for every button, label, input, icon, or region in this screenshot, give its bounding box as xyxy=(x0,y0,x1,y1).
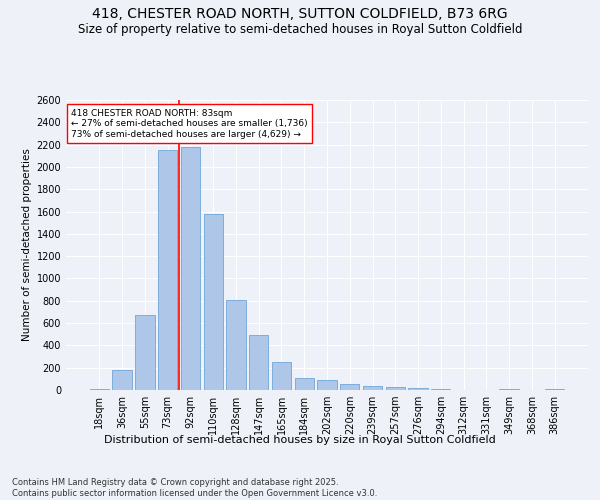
Bar xyxy=(249,336,268,390)
Bar xyxy=(386,386,405,390)
Text: Size of property relative to semi-detached houses in Royal Sutton Coldfield: Size of property relative to semi-detach… xyxy=(78,22,522,36)
Bar xyxy=(90,389,109,390)
Bar xyxy=(181,148,200,390)
Bar xyxy=(363,386,382,390)
Bar xyxy=(158,150,178,390)
Text: Contains HM Land Registry data © Crown copyright and database right 2025.
Contai: Contains HM Land Registry data © Crown c… xyxy=(12,478,377,498)
Text: Distribution of semi-detached houses by size in Royal Sutton Coldfield: Distribution of semi-detached houses by … xyxy=(104,435,496,445)
Bar xyxy=(226,300,245,390)
Text: 418 CHESTER ROAD NORTH: 83sqm
← 27% of semi-detached houses are smaller (1,736)
: 418 CHESTER ROAD NORTH: 83sqm ← 27% of s… xyxy=(71,108,308,138)
Bar xyxy=(340,384,359,390)
Bar xyxy=(409,388,428,390)
Bar xyxy=(317,380,337,390)
Bar xyxy=(112,370,132,390)
Bar xyxy=(135,316,155,390)
Bar xyxy=(272,362,291,390)
Y-axis label: Number of semi-detached properties: Number of semi-detached properties xyxy=(22,148,32,342)
Bar xyxy=(203,214,223,390)
Bar xyxy=(295,378,314,390)
Text: 418, CHESTER ROAD NORTH, SUTTON COLDFIELD, B73 6RG: 418, CHESTER ROAD NORTH, SUTTON COLDFIEL… xyxy=(92,8,508,22)
